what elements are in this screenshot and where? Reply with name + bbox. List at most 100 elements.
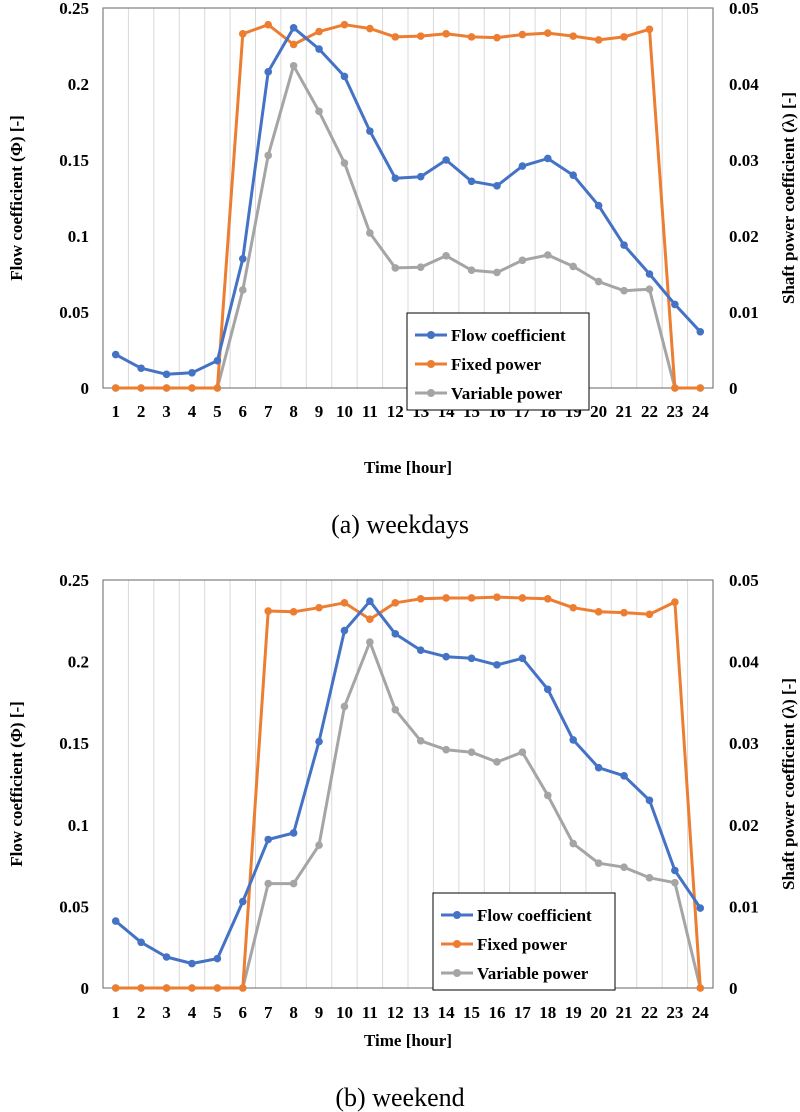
data-point-flow: [289, 829, 298, 837]
data-point-fixed: [137, 984, 145, 992]
data-point-fixed: [493, 33, 501, 42]
x-tick-label: 15: [463, 1003, 480, 1022]
x-tick-label: 21: [616, 402, 633, 421]
data-point-fixed: [391, 599, 400, 607]
chart-panel-2: 1 2 3 4 5 6 7 8 9 10 11 12 13 14 15 16 17 18 19 20 21 22 23 240…: [7, 571, 798, 1112]
data-point-variable: [543, 251, 552, 259]
data-point-flow: [518, 654, 527, 663]
x-tick-label: 11: [362, 1003, 378, 1022]
data-point-fixed: [620, 33, 628, 41]
legend-swatch-marker: [427, 360, 435, 368]
x-tick-label: 3: [162, 1003, 171, 1022]
data-point-variable: [467, 748, 476, 756]
data-point-fixed: [594, 36, 603, 44]
data-point-fixed: [620, 608, 628, 617]
legend-label: Flow coefficient: [451, 326, 566, 345]
data-point-flow: [213, 356, 222, 365]
x-tick-label: 12: [387, 1003, 404, 1022]
data-point-fixed: [645, 610, 654, 619]
x-tick-label: 23: [666, 1003, 683, 1022]
x-tick-label: 8: [289, 402, 298, 421]
data-point-fixed: [569, 32, 578, 40]
data-point-flow: [188, 959, 196, 968]
x-tick-label: 1: [111, 402, 120, 421]
x-tick-label: 24: [692, 402, 710, 421]
data-point-fixed: [391, 33, 400, 41]
data-point-flow: [162, 953, 171, 961]
data-point-fixed: [543, 29, 552, 37]
figure-caption: (a) weekdays: [331, 510, 469, 539]
data-point-flow: [645, 796, 654, 805]
data-point-fixed: [162, 384, 171, 392]
data-point-fixed: [442, 594, 450, 602]
data-point-fixed: [594, 608, 603, 616]
data-point-fixed: [111, 984, 120, 992]
x-tick-label: 14: [438, 1003, 456, 1022]
y-left-tick-label: 0.05: [59, 897, 89, 916]
x-tick-label: 5: [213, 402, 222, 421]
series-line-fixed: [115, 23, 701, 390]
data-point-flow: [493, 182, 501, 190]
data-point-variable: [467, 266, 476, 275]
y-left-tick-label: 0.25: [59, 0, 89, 18]
data-point-flow: [416, 646, 425, 654]
x-tick-label: 16: [488, 1003, 505, 1022]
data-point-variable: [391, 264, 400, 272]
x-tick-label: 7: [264, 1003, 273, 1022]
y-left-axis-label: Flow coefficient (Φ) [-]: [7, 115, 26, 281]
x-tick-label: 3: [162, 402, 171, 421]
data-point-variable: [366, 638, 374, 646]
data-point-fixed: [213, 384, 222, 392]
y-left-tick-label: 0.05: [59, 303, 89, 322]
data-point-fixed: [289, 608, 298, 616]
data-point-variable: [518, 256, 527, 265]
data-point-variable: [264, 879, 273, 888]
y-left-tick-label: 0: [81, 979, 90, 998]
data-point-variable: [569, 839, 578, 848]
data-point-fixed: [366, 24, 374, 33]
data-point-flow: [340, 626, 349, 635]
data-point-flow: [696, 904, 705, 912]
y-right-axis-label: Shaft power coefficient (λ) [-]: [779, 92, 798, 304]
x-axis-label: Time [hour]: [364, 458, 452, 477]
legend-label: Variable power: [451, 384, 563, 403]
data-point-variable: [620, 286, 628, 295]
data-point-fixed: [238, 30, 247, 38]
data-point-flow: [518, 162, 527, 170]
x-tick-label: 21: [616, 1003, 633, 1022]
data-point-flow: [671, 300, 679, 309]
legend-label: Flow coefficient: [477, 906, 592, 925]
x-tick-label: 22: [641, 402, 658, 421]
legend-swatch-marker: [427, 389, 435, 397]
data-point-variable: [594, 859, 603, 867]
x-tick-label: 2: [137, 1003, 146, 1022]
chart-panel-1: 1 2 3 4 5 6 7 8 9 10 11 12 13 14 15 16 17 18 19 20 21 22 23 240…: [7, 0, 798, 539]
y-right-tick-label: 0: [729, 379, 738, 398]
data-point-fixed: [188, 984, 196, 992]
data-point-flow: [340, 72, 349, 81]
data-point-fixed: [645, 25, 654, 34]
series-line-flow: [114, 599, 702, 965]
legend: Flow coefficient Fixed power Variable powe…: [432, 892, 616, 991]
data-point-variable: [442, 251, 450, 260]
x-tick-label: 6: [239, 402, 248, 421]
data-point-flow: [416, 172, 425, 181]
x-tick-label: 12: [387, 402, 404, 421]
y-left-axis-label: Flow coefficient (Φ) [-]: [7, 701, 26, 867]
data-point-variable: [416, 263, 425, 271]
x-tick-label: 5: [213, 1003, 222, 1022]
data-point-fixed: [188, 384, 196, 392]
data-point-variable: [289, 61, 298, 70]
data-point-flow: [264, 68, 273, 76]
y-right-tick-label: 0.02: [729, 227, 759, 246]
data-point-fixed: [671, 384, 679, 392]
data-point-flow: [620, 241, 628, 249]
y-right-tick-label: 0.01: [729, 303, 759, 322]
data-point-flow: [213, 954, 222, 963]
data-point-variable: [238, 286, 247, 294]
data-point-fixed: [366, 615, 374, 623]
data-point-flow: [569, 736, 578, 744]
data-point-variable: [289, 879, 298, 888]
data-point-flow: [671, 866, 679, 875]
data-point-variable: [569, 262, 578, 271]
